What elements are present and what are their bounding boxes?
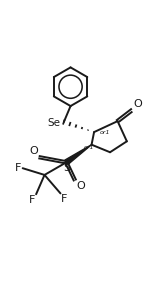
Text: F: F: [15, 163, 21, 173]
Text: or1: or1: [84, 145, 94, 150]
Text: or1: or1: [100, 130, 111, 135]
Text: F: F: [61, 194, 68, 204]
Text: O: O: [76, 181, 85, 191]
Polygon shape: [65, 145, 92, 164]
Text: O: O: [29, 146, 38, 156]
Text: F: F: [29, 195, 35, 205]
Text: S: S: [63, 163, 70, 173]
Text: O: O: [134, 100, 142, 110]
Text: Se: Se: [48, 118, 60, 128]
